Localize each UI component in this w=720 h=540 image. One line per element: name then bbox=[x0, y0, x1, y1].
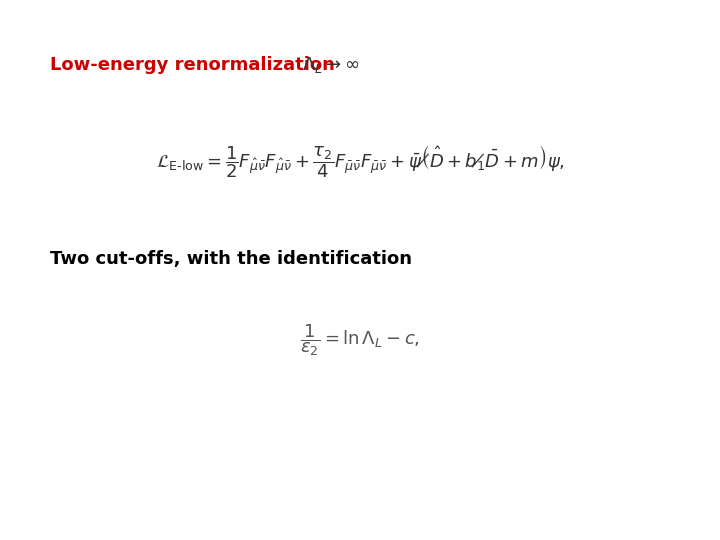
Text: Low-energy renormalization: Low-energy renormalization bbox=[50, 56, 336, 74]
Text: $\dfrac{1}{\varepsilon_2} = \ln \Lambda_L - c,$: $\dfrac{1}{\varepsilon_2} = \ln \Lambda_… bbox=[300, 322, 420, 358]
Text: $\Lambda_L \rightarrow \infty$: $\Lambda_L \rightarrow \infty$ bbox=[302, 55, 359, 75]
Text: $\mathcal{L}_{\mathrm{E\text{-}low}} = \dfrac{1}{2} F_{\hat{\mu}\bar{\nu}} F_{\h: $\mathcal{L}_{\mathrm{E\text{-}low}} = \… bbox=[156, 144, 564, 180]
Text: Two cut-offs, with the identification: Two cut-offs, with the identification bbox=[50, 250, 413, 268]
